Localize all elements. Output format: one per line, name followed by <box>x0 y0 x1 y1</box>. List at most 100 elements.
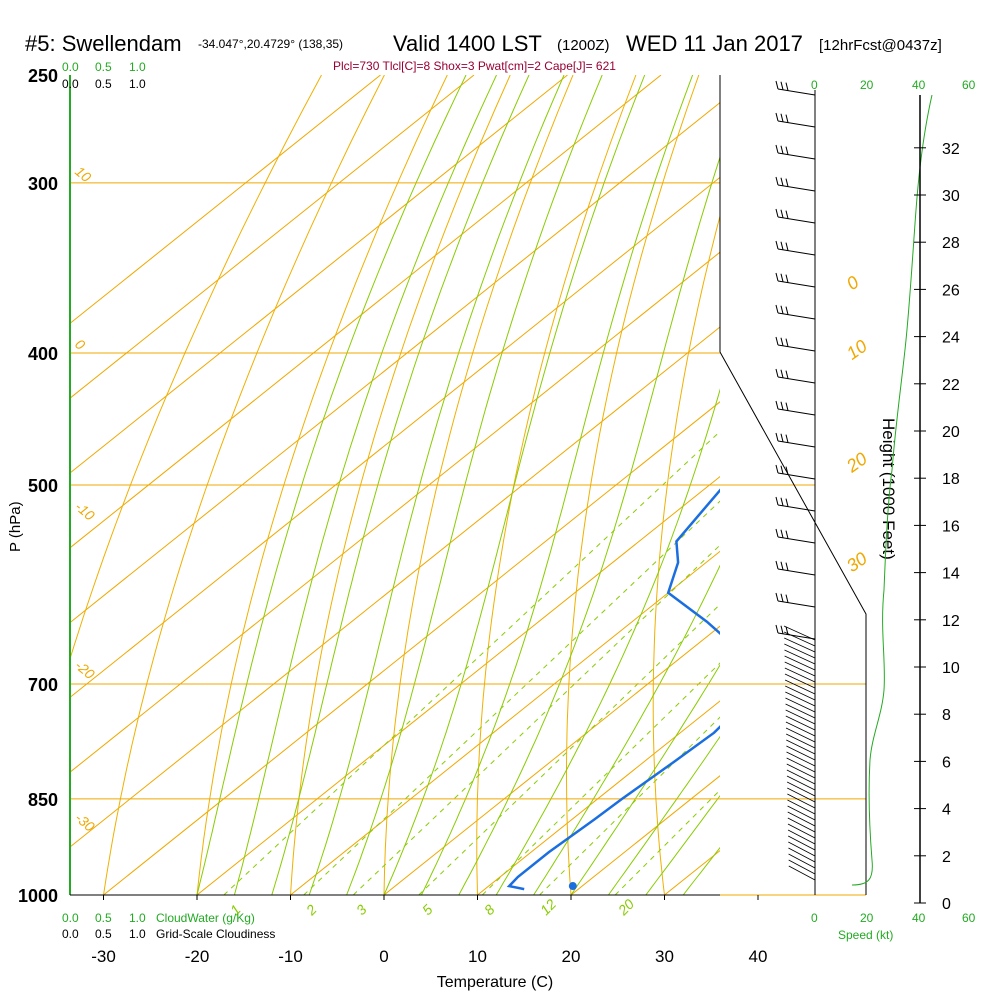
mixing-ratio-label: 8 <box>481 901 498 918</box>
wind-barb <box>784 637 816 653</box>
cloudwater-tick-bottom-2: 1.0 <box>129 911 146 925</box>
moist-adiabat-line <box>607 735 720 895</box>
mixing-ratio-lines <box>223 430 720 895</box>
stability-indices: Plcl=730 Tlcl[C]=8 Shox=3 Pwat[cm]=2 Cap… <box>333 59 616 73</box>
speed-tick-top-1: 20 <box>860 78 874 92</box>
wind-barb <box>787 829 816 845</box>
wind-barb <box>777 376 816 384</box>
cloudiness-tick-bottom-1: 0.5 <box>95 927 112 941</box>
pressure-tick-label: 400 <box>28 344 58 364</box>
wind-barb <box>777 568 816 576</box>
station-coords: -34.047°,20.4729° (138,35) <box>198 37 343 51</box>
wind-barb-flag <box>780 433 784 442</box>
moist-adiabat-line <box>383 75 646 895</box>
height-tick-label: 16 <box>942 518 960 535</box>
isotherm-line <box>70 75 381 325</box>
cloudwater-tick-top-2: 1.0 <box>129 60 146 74</box>
adiabat-label: -30 <box>72 809 98 834</box>
cloudwater-tick-bottom-0: 0.0 <box>62 911 79 925</box>
temperature-tick-label: -30 <box>91 947 116 966</box>
forecast-label: [12hrFcst@0437z] <box>819 37 942 54</box>
wind-barb <box>777 504 816 512</box>
wind-barb-flag <box>780 241 784 250</box>
mixing-ratio-line <box>539 716 720 895</box>
moist-adiabat-line <box>495 388 720 895</box>
temperature-tick-label: -20 <box>185 947 210 966</box>
valid-time: Valid 1400 LST <box>393 31 542 56</box>
wind-barb-flag <box>780 145 784 154</box>
utc-time: (1200Z) <box>557 37 610 54</box>
wind-barb-flag <box>780 529 784 538</box>
wind-barb-flag <box>780 113 784 122</box>
wind-barb <box>785 715 816 731</box>
wind-barb <box>788 841 816 857</box>
pressure-tick-label: 500 <box>28 476 58 496</box>
wind-barb <box>777 216 816 224</box>
wind-barb <box>784 655 816 671</box>
wind-barb-flag <box>775 208 779 218</box>
station-title: #5: Swellendam <box>25 31 182 56</box>
moist-adiabat-line <box>196 75 467 895</box>
adiabat-label: 10 <box>72 163 94 185</box>
moist-adiabat-line <box>533 564 720 895</box>
cloudiness-tick-bottom-0: 0.0 <box>62 927 79 941</box>
speed-scale-top: 0 20 40 60 <box>811 78 976 92</box>
speed-tick-top-0: 0 <box>811 78 818 92</box>
wind-barb <box>784 667 816 683</box>
wind-barb-flag <box>780 369 784 378</box>
dewpoint-profile-line <box>506 488 720 891</box>
dry-adiabat-line <box>818 75 887 895</box>
wind-barb <box>788 835 816 851</box>
sounding-series <box>506 488 720 891</box>
wind-barb-flag <box>775 432 779 442</box>
height-tick-label: 30 <box>942 188 960 205</box>
wind-barb <box>787 811 816 827</box>
wind-barb <box>784 661 816 677</box>
mixing-ratio-line <box>418 603 720 895</box>
height-tick-label: 22 <box>942 377 960 394</box>
height-tick-label: 26 <box>942 282 960 299</box>
speed-tick-top-3: 60 <box>962 78 976 92</box>
wind-barb <box>784 673 816 689</box>
wind-barb-flag <box>785 498 789 507</box>
wind-barb-flag <box>780 209 784 218</box>
wind-barb-flag <box>775 112 779 122</box>
wind-barb <box>787 799 816 815</box>
cloudiness-tick-top-0: 0.0 <box>62 77 79 91</box>
dry-adiabat-line <box>476 75 637 895</box>
wind-barb <box>785 709 816 725</box>
wind-barb <box>777 440 816 448</box>
wind-barb <box>777 248 816 256</box>
cloudiness-tick-top-2: 1.0 <box>129 77 146 91</box>
wind-barb <box>786 769 816 785</box>
wind-barb <box>786 745 816 761</box>
wind-barb <box>787 817 816 833</box>
wind-barb-flag <box>775 176 779 186</box>
wind-barb <box>786 763 816 779</box>
cloudiness-tick-top-1: 0.5 <box>95 77 112 91</box>
wind-barb <box>785 721 816 737</box>
wind-barb-flag <box>775 336 779 346</box>
cloudwater-label: CloudWater (g/Kg) <box>156 911 255 925</box>
pressure-tick-label: 700 <box>28 675 58 695</box>
cloudiness-tick-bottom-2: 1.0 <box>129 927 146 941</box>
isotherm-label: 10 <box>843 336 871 364</box>
speed-tick-top-2: 40 <box>912 78 926 92</box>
wind-barb <box>783 625 816 641</box>
height-tick-label: 14 <box>942 566 960 583</box>
wind-barb-flag <box>775 400 779 410</box>
wind-barb-flag <box>780 273 784 282</box>
wind-barb-flag <box>785 274 789 283</box>
wind-barbs <box>775 80 816 881</box>
height-tick-label: 20 <box>942 424 960 441</box>
wind-barb <box>777 536 816 544</box>
wind-barb-flag <box>775 80 779 90</box>
wind-barb <box>787 793 816 809</box>
moist-adiabat-line <box>420 75 694 895</box>
profile-envelope-line <box>719 351 867 895</box>
moist-adiabat-line <box>645 794 720 895</box>
height-tick-label: 0 <box>942 896 951 913</box>
moist-adiabat-line <box>570 664 720 895</box>
